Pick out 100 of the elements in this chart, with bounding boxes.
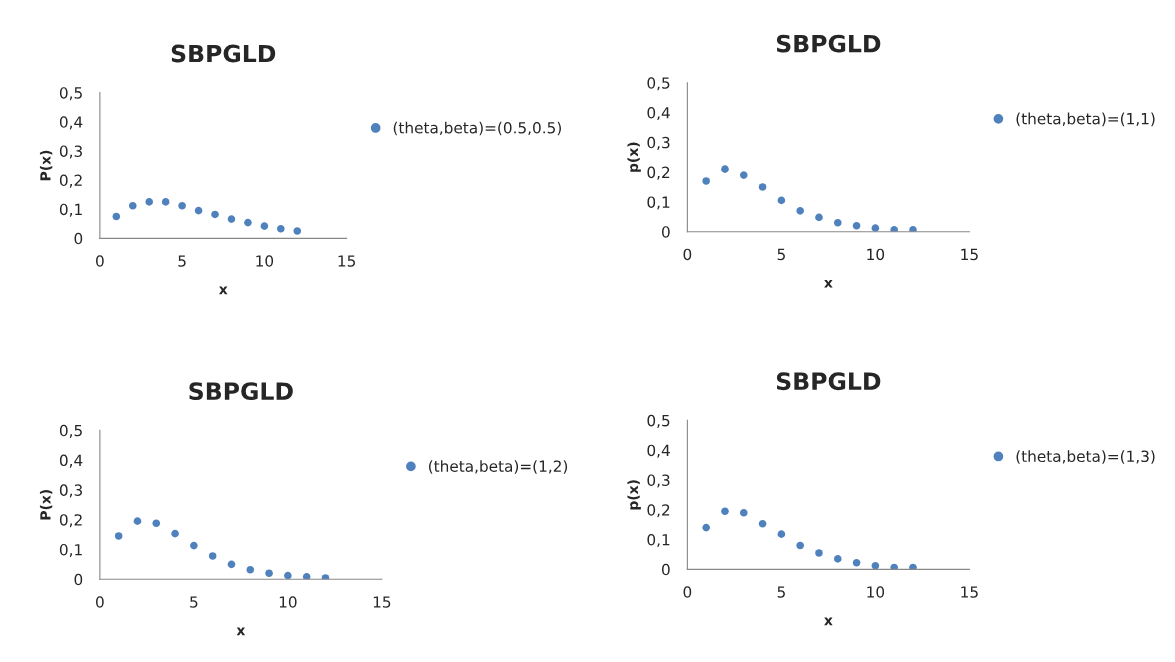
y-tick-label: 0,5 <box>647 77 670 91</box>
point <box>208 552 217 560</box>
point <box>133 517 142 525</box>
x-axis-title: x <box>824 280 833 288</box>
point <box>190 541 198 550</box>
point <box>227 215 236 223</box>
x-tick-label: 10 <box>867 586 885 598</box>
y-axis-title: P(x) <box>39 490 53 520</box>
point <box>833 218 842 227</box>
point <box>112 212 121 221</box>
x-tick-label: 10 <box>256 255 274 267</box>
point <box>211 210 219 219</box>
point <box>890 226 898 232</box>
y-tick-label: 0 <box>662 226 670 238</box>
point <box>145 198 154 206</box>
point <box>293 227 302 235</box>
point <box>852 558 861 567</box>
point <box>227 560 236 569</box>
y-tick-label: 0,4 <box>59 116 83 130</box>
point <box>260 222 269 230</box>
y-tick-label: 0,2 <box>59 514 82 528</box>
x-axis-title: x <box>824 617 833 626</box>
x-tick-label: 0 <box>683 586 692 598</box>
y-tick-label: 0,1 <box>59 543 82 558</box>
y-tick-label: 0,2 <box>647 166 670 180</box>
x-tick-label: 5 <box>178 255 186 267</box>
point <box>758 519 767 528</box>
y-axis-title: p(x) <box>627 142 641 172</box>
x-tick-label: 15 <box>961 248 978 261</box>
point <box>739 508 748 517</box>
point <box>739 171 748 179</box>
y-tick-label: 0,1 <box>647 196 670 210</box>
point <box>852 221 861 230</box>
x-tick-label: 0 <box>96 596 104 608</box>
legend-label: (theta,beta)=(1,1) <box>1016 112 1155 127</box>
point <box>702 177 710 185</box>
point <box>265 569 273 578</box>
point <box>815 549 823 557</box>
point <box>246 565 255 574</box>
x-axis-title: x <box>236 627 246 636</box>
x-tick-label: 10 <box>279 596 297 608</box>
x-tick-label: 0 <box>683 248 692 261</box>
chart-title: SBPGLD <box>189 382 293 401</box>
point <box>909 563 917 570</box>
point <box>171 529 179 538</box>
x-tick-label: 15 <box>373 596 391 608</box>
y-tick-label: 0,3 <box>59 484 82 498</box>
y-axis-title: P(x) <box>39 150 53 181</box>
point <box>758 183 767 191</box>
x-tick-label: 15 <box>338 255 356 267</box>
y-tick-label: 0,3 <box>647 474 670 488</box>
point <box>114 532 123 540</box>
y-tick-label: 0,3 <box>59 145 82 159</box>
point <box>777 196 786 205</box>
y-tick-label: 0,3 <box>647 136 670 150</box>
point <box>161 198 170 206</box>
y-tick-label: 0,4 <box>647 107 670 121</box>
point <box>833 555 842 563</box>
point <box>721 165 729 173</box>
y-tick-label: 0 <box>74 573 83 586</box>
point <box>777 530 786 538</box>
point <box>871 561 880 570</box>
point <box>909 226 917 232</box>
x-tick-label: 5 <box>777 586 785 598</box>
point <box>796 541 804 550</box>
y-tick-label: 0,5 <box>59 87 82 101</box>
y-axis-title: p(x) <box>627 480 641 510</box>
legend-label: (theta,beta)=(1,3) <box>1016 450 1155 464</box>
y-tick-label: 0,1 <box>647 534 670 548</box>
y-tick-label: 0,4 <box>59 454 83 468</box>
y-tick-label: 0 <box>662 563 670 576</box>
y-tick-label: 0 <box>74 232 83 245</box>
legend-label: (theta,beta)=(0.5,0.5) <box>393 121 561 136</box>
point <box>890 563 898 570</box>
point <box>284 571 292 580</box>
legend-label: (theta,beta)=(1,2) <box>429 460 568 474</box>
y-tick-label: 0,2 <box>647 504 670 518</box>
point <box>194 206 203 215</box>
chart-title: SBPGLD <box>776 34 881 53</box>
point <box>178 201 186 210</box>
point <box>152 519 161 528</box>
chart-title: SBPGLD <box>776 372 881 391</box>
point <box>702 523 710 532</box>
point <box>302 573 311 580</box>
chart-title: SBPGLD <box>171 44 276 63</box>
x-tick-label: 15 <box>961 586 978 598</box>
x-tick-label: 10 <box>867 248 885 261</box>
x-tick-label: 0 <box>96 255 104 267</box>
point <box>871 224 880 232</box>
point <box>244 218 252 227</box>
x-axis-title: x <box>218 286 228 295</box>
x-tick-label: 5 <box>777 248 785 261</box>
y-tick-label: 0,4 <box>647 444 670 458</box>
point <box>796 207 804 215</box>
point <box>128 201 137 210</box>
y-tick-label: 0,5 <box>647 414 670 428</box>
y-tick-label: 0,1 <box>59 203 82 217</box>
y-tick-label: 0,2 <box>59 174 82 188</box>
x-tick-label: 5 <box>190 596 198 608</box>
point <box>277 224 285 233</box>
